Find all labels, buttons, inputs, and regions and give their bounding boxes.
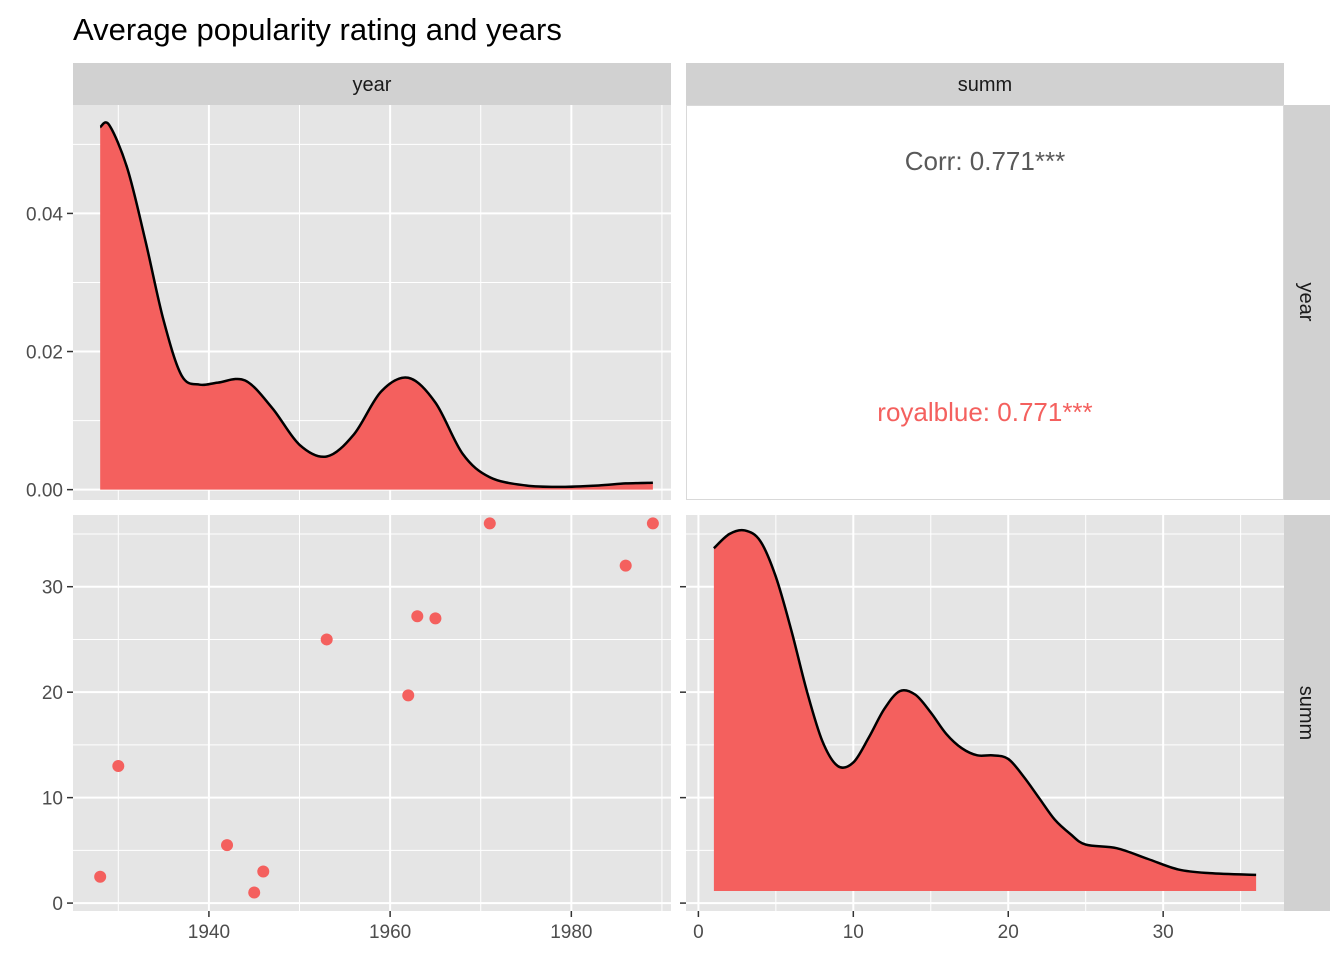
summ-density-layer: 0 10 20 30 bbox=[680, 515, 1284, 943]
scatter-point bbox=[411, 610, 424, 623]
year-density-y-tick-label: 0.00 bbox=[26, 481, 63, 502]
strip-row-summ-label: summ bbox=[1295, 686, 1317, 740]
strip-col-year-label: year bbox=[353, 74, 392, 96]
scatter-x-tick-label: 1940 bbox=[188, 922, 230, 943]
corr-overall-text: Corr: 0.771*** bbox=[905, 146, 1065, 176]
summ-density-x-tick-label: 10 bbox=[843, 922, 864, 943]
scatter-point bbox=[320, 633, 333, 646]
year-density-y-tick-label: 0.02 bbox=[26, 343, 63, 364]
year-density-y-tick-label: 0.04 bbox=[26, 204, 63, 225]
year-density-layer: 0.00 0.02 0.04 bbox=[26, 105, 671, 502]
strip-col-year bbox=[73, 63, 671, 105]
scatter-y-tick-label: 20 bbox=[42, 683, 63, 704]
scatter-x-tick-label: 1980 bbox=[550, 922, 592, 943]
scatter-point bbox=[112, 759, 125, 772]
strip-col-summ bbox=[686, 63, 1284, 105]
summ-density-line bbox=[713, 528, 1257, 877]
chart-title: Average popularity rating and years bbox=[73, 12, 562, 47]
summ-density-x-tick-label: 20 bbox=[998, 922, 1019, 943]
strip-row-year bbox=[1284, 105, 1330, 500]
summ-density-area bbox=[713, 530, 1257, 891]
panel-year-summ-scatter bbox=[73, 515, 671, 911]
scatter-point bbox=[402, 689, 415, 702]
strip-row-year-label: year bbox=[1295, 283, 1317, 322]
scatter-point bbox=[429, 612, 442, 625]
scatter-y-tick-label: 30 bbox=[42, 578, 63, 599]
scatter-point bbox=[248, 886, 261, 899]
panel-correlation bbox=[686, 105, 1284, 500]
scatter-y-tick-label: 0 bbox=[52, 894, 63, 915]
scatter-point bbox=[483, 517, 496, 530]
corr-group-text: royalblue: 0.771*** bbox=[877, 397, 1092, 427]
summ-density-x-tick-label: 30 bbox=[1153, 922, 1174, 943]
year-density-line bbox=[99, 121, 653, 489]
scatter-point bbox=[94, 870, 107, 883]
strip-row-summ bbox=[1284, 515, 1330, 911]
scatter-x-tick-label: 1960 bbox=[369, 922, 411, 943]
scatter-point bbox=[646, 517, 659, 530]
scatter-point bbox=[221, 839, 234, 852]
scatter-point bbox=[619, 559, 632, 572]
strip-col-summ-label: summ bbox=[958, 74, 1012, 96]
year-density-area bbox=[100, 122, 653, 490]
scatter-layer: 1940 1960 1980 0 10 20 30 bbox=[42, 515, 671, 943]
scatter-point bbox=[257, 865, 270, 878]
summ-density-x-tick-label: 0 bbox=[693, 922, 704, 943]
scatter-y-tick-label: 10 bbox=[42, 789, 63, 810]
